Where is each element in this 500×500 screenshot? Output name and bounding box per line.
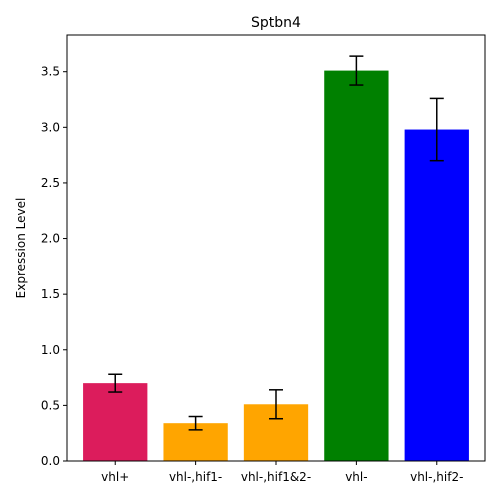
y-tick-label-3: 1.5 [41, 287, 60, 301]
x-tick-label-3: vhl- [345, 470, 367, 484]
x-tick-label-2: vhl-,hif1&2- [241, 470, 311, 484]
bar-0 [83, 383, 148, 461]
x-tick-label-4: vhl-,hif2- [410, 470, 463, 484]
x-tick-label-0: vhl+ [101, 470, 129, 484]
y-tick-label-7: 3.5 [41, 65, 60, 79]
bars-group [83, 70, 469, 462]
y-tick-label-6: 3.0 [41, 120, 60, 134]
y-tick-label-5: 2.5 [41, 176, 60, 190]
bar-4 [404, 129, 469, 461]
y-tick-label-0: 0.0 [41, 454, 60, 468]
x-ticks-group: vhl+ vhl-,hif1- vhl-,hif1&2- vhl-vhl-,hif2- [101, 461, 463, 484]
chart-title: Sptbn4 [251, 15, 301, 31]
y-ticks-group: 0.0 0.5 1.0 1.5 2.0 2.5 3.0 3.5 [41, 65, 67, 468]
error-bars-group [108, 55, 444, 431]
y-tick-label-1: 0.5 [41, 398, 60, 412]
y-axis-label: Expression Level [14, 198, 28, 299]
plot-frame [66, 34, 486, 462]
y-tick-label-2: 1.0 [41, 343, 60, 357]
x-tick-label-1: vhl-,hif1- [169, 470, 222, 484]
y-tick-label-4: 2.0 [41, 232, 60, 246]
bar-3 [324, 70, 389, 462]
